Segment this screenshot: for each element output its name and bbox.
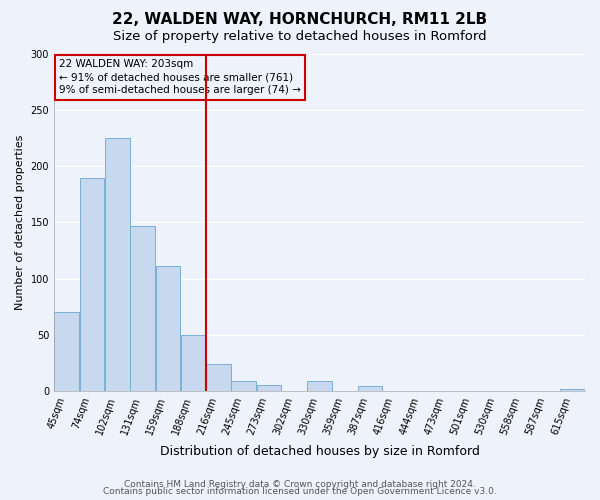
Bar [80,178,104,391]
Text: Size of property relative to detached houses in Romford: Size of property relative to detached ho… [113,30,487,43]
Bar [307,381,332,391]
X-axis label: Distribution of detached houses by size in Romford: Distribution of detached houses by size … [160,444,479,458]
Text: 22 WALDEN WAY: 203sqm
← 91% of detached houses are smaller (761)
9% of semi-deta: 22 WALDEN WAY: 203sqm ← 91% of detached … [59,59,301,96]
Text: 22, WALDEN WAY, HORNCHURCH, RM11 2LB: 22, WALDEN WAY, HORNCHURCH, RM11 2LB [112,12,488,28]
Bar [55,312,79,391]
Bar [257,386,281,391]
Bar [105,138,130,391]
Y-axis label: Number of detached properties: Number of detached properties [15,135,25,310]
Bar [130,226,155,391]
Bar [181,334,205,391]
Text: Contains public sector information licensed under the Open Government Licence v3: Contains public sector information licen… [103,488,497,496]
Bar [206,364,230,391]
Bar [155,266,180,391]
Bar [232,381,256,391]
Bar [358,386,382,391]
Text: Contains HM Land Registry data © Crown copyright and database right 2024.: Contains HM Land Registry data © Crown c… [124,480,476,489]
Bar [560,388,584,391]
